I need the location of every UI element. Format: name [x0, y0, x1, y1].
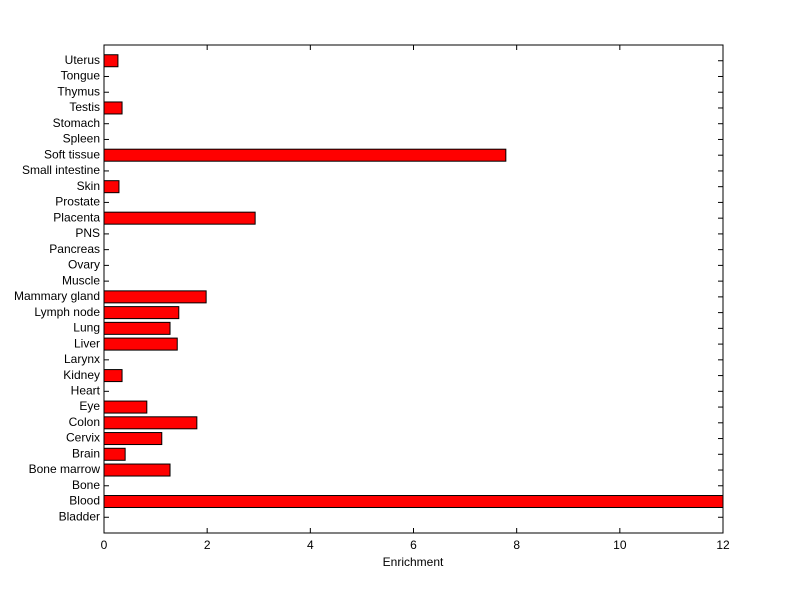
bar [103, 54, 119, 68]
bar [103, 337, 178, 351]
y-tick-label: Colon [69, 415, 100, 429]
y-tick-label: Blood [69, 494, 100, 508]
y-tick-label: Prostate [55, 195, 100, 209]
y-tick-label: Liver [74, 336, 100, 350]
y-tick-label: Mammary gland [14, 289, 100, 303]
bar [103, 180, 120, 194]
y-tick-label: Small intestine [22, 163, 100, 177]
bar [103, 495, 724, 509]
bar [103, 432, 163, 446]
plot-frame [103, 44, 724, 534]
y-tick-label: Thymus [57, 84, 100, 98]
y-tick-label: Eye [79, 399, 100, 413]
x-tick-label: 12 [716, 538, 730, 552]
y-tick-label: Testis [69, 100, 100, 114]
bar [103, 101, 123, 115]
bar [103, 416, 198, 430]
bar [103, 447, 126, 461]
y-tick-label: Soft tissue [44, 147, 100, 161]
y-tick-label: Muscle [62, 273, 100, 287]
y-tick-label: Kidney [63, 368, 100, 382]
x-tick-label: 10 [613, 538, 627, 552]
x-tick-label: 0 [101, 538, 108, 552]
y-tick-label: Tongue [61, 69, 101, 83]
bar [103, 369, 123, 383]
y-tick-label: Lymph node [34, 305, 100, 319]
bar [103, 148, 507, 162]
x-tick-label: 2 [204, 538, 211, 552]
y-tick-label: Bone marrow [29, 462, 101, 476]
bar [103, 463, 171, 477]
bar [103, 306, 180, 320]
y-tick-label: Uterus [65, 53, 100, 67]
y-tick-label: Lung [73, 321, 100, 335]
y-tick-label: Brain [72, 446, 100, 460]
y-tick-label: Spleen [63, 132, 100, 146]
y-tick-label: Cervix [66, 431, 100, 445]
bar [103, 290, 207, 304]
x-tick-label: 4 [307, 538, 314, 552]
y-tick-label: Bladder [59, 509, 100, 523]
x-tick-label: 6 [410, 538, 417, 552]
x-tick-label: 8 [513, 538, 520, 552]
y-tick-label: Placenta [53, 210, 100, 224]
y-tick-label: Pancreas [49, 242, 100, 256]
y-tick-label: Ovary [68, 258, 100, 272]
x-axis-label: Enrichment [383, 555, 444, 569]
y-tick-label: Bone [72, 478, 100, 492]
y-tick-label: Skin [77, 179, 100, 193]
bar [103, 400, 148, 414]
y-tick-label: PNS [75, 226, 100, 240]
y-tick-label: Heart [71, 383, 101, 397]
y-tick-label: Larynx [64, 352, 100, 366]
y-tick-label: Stomach [53, 116, 100, 130]
bar [103, 321, 171, 335]
bar [103, 211, 256, 225]
